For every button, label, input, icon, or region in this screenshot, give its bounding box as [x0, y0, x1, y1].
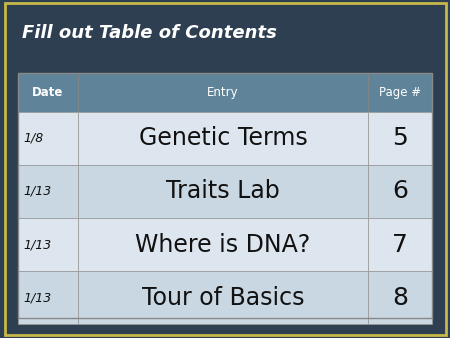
Bar [368, 165, 432, 218]
Bar [78, 73, 368, 112]
Text: 1/13: 1/13 [23, 185, 52, 198]
Bar [368, 112, 432, 165]
Bar [368, 271, 432, 324]
Text: Entry: Entry [207, 86, 239, 99]
Text: Date: Date [32, 86, 64, 99]
Text: Page #: Page # [379, 86, 421, 99]
Text: Where is DNA?: Where is DNA? [135, 233, 310, 257]
Text: Genetic Terms: Genetic Terms [139, 126, 307, 150]
Bar [78, 165, 368, 218]
Text: Tour of Basics: Tour of Basics [142, 286, 304, 310]
Bar [18, 73, 78, 112]
Text: 5: 5 [392, 126, 408, 150]
Text: 8: 8 [392, 286, 408, 310]
Text: 1/13: 1/13 [23, 238, 52, 251]
Bar [368, 218, 432, 271]
Text: Traits Lab: Traits Lab [166, 179, 280, 203]
Bar [18, 218, 78, 271]
Bar [78, 218, 368, 271]
Bar [18, 73, 432, 318]
Bar [18, 112, 78, 165]
Bar [78, 112, 368, 165]
Text: 6: 6 [392, 179, 408, 203]
Bar [18, 165, 78, 218]
Bar [18, 271, 78, 324]
Text: Fill out Table of Contents: Fill out Table of Contents [22, 24, 277, 42]
Bar [368, 73, 432, 112]
Bar [78, 271, 368, 324]
Text: 1/8: 1/8 [23, 132, 44, 145]
Text: 1/13: 1/13 [23, 291, 52, 304]
Text: 7: 7 [392, 233, 408, 257]
